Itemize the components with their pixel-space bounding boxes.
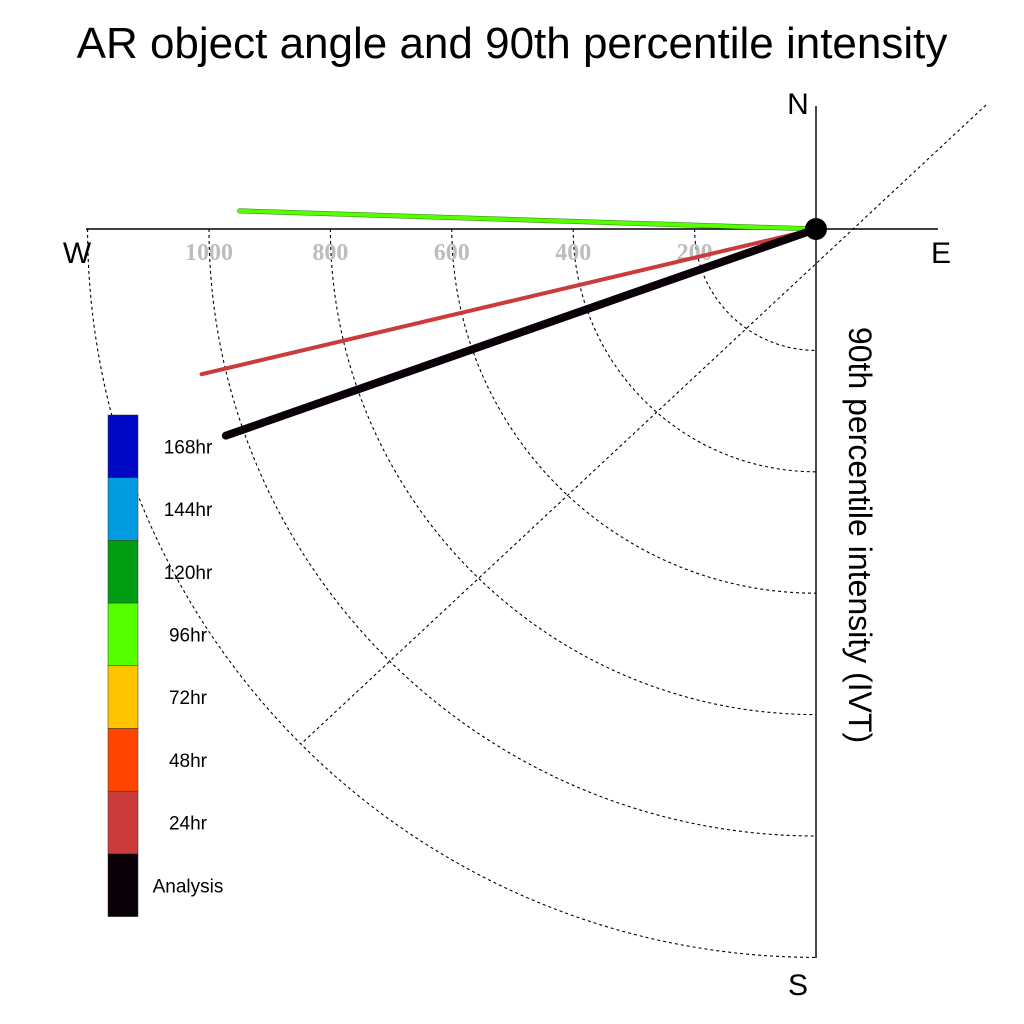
series-line-96hr — [237, 208, 818, 231]
grid-ring-0 — [694, 228, 817, 351]
legend-144hr-label: 144hr — [164, 500, 213, 521]
y-axis-label: 90th percentile intensity (IVT) — [842, 327, 878, 743]
legend-48hr-label: 48hr — [169, 751, 208, 772]
grid-ring-3 — [329, 228, 817, 716]
legend-72hr-swatch — [107, 665, 139, 729]
legend-120hr-label: 120hr — [164, 563, 213, 584]
grid-diagonal — [300, 104, 987, 745]
grid-ring-5 — [87, 228, 817, 958]
pole-marker — [805, 218, 827, 240]
chart-title: AR object angle and 90th percentile inte… — [77, 19, 948, 68]
legend-96hr-swatch — [107, 602, 139, 667]
legend: 168hr 144hr 120hr 96hr 72hr 48hr 24hr Analysis — [107, 414, 224, 917]
radial-tick-label-1000: 1000 — [185, 240, 233, 266]
legend-24hr-swatch — [107, 790, 139, 855]
series-line-24hr — [199, 227, 818, 377]
grid-ring-2 — [451, 228, 817, 594]
radial-tick-label-800: 800 — [312, 240, 348, 266]
grid-ring-4 — [208, 228, 817, 837]
radial-tick-label-400: 400 — [555, 240, 591, 266]
legend-144hr-swatch — [107, 477, 139, 541]
legend-24hr-label: 24hr — [169, 814, 208, 835]
compass-north-label: N — [787, 88, 809, 121]
legend-120hr-swatch — [107, 540, 139, 604]
legend-96hr-label: 96hr — [169, 625, 208, 646]
legend-168hr-label: 168hr — [164, 437, 213, 458]
legend-48hr-swatch — [107, 728, 139, 792]
series-lines — [199, 208, 827, 440]
compass-east-label: E — [931, 237, 951, 270]
legend-168hr-swatch — [107, 414, 139, 478]
legend-72hr-label: 72hr — [169, 688, 208, 709]
compass-south-label: S — [788, 969, 808, 1002]
compass-west-label: W — [63, 237, 92, 270]
radial-tick-label-600: 600 — [434, 240, 470, 266]
legend-analysis-label: Analysis — [153, 876, 224, 897]
series-line-analysis — [221, 225, 820, 440]
legend-analysis-swatch — [107, 853, 139, 917]
